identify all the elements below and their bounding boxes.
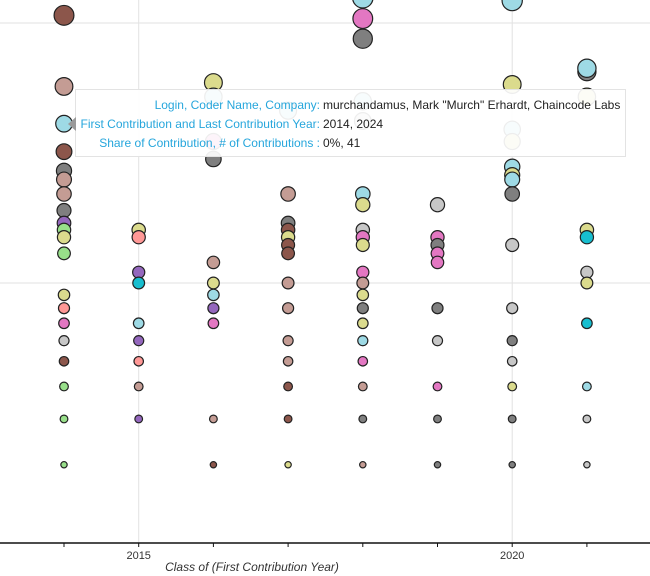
data-point xyxy=(206,255,221,270)
data-point xyxy=(355,197,371,213)
data-point xyxy=(280,186,296,202)
hover-tooltip: Login, Coder Name, Company: murchandamus… xyxy=(68,89,626,157)
data-point xyxy=(431,335,444,347)
tooltip-row-identity: Login, Coder Name, Company: murchandamus… xyxy=(76,96,625,114)
data-point xyxy=(281,246,296,261)
data-point xyxy=(357,335,369,347)
data-point xyxy=(132,265,146,279)
data-point xyxy=(583,460,591,469)
data-point xyxy=(580,276,594,290)
data-point xyxy=(581,317,593,330)
x-tick-label: 2020 xyxy=(500,550,524,562)
data-point xyxy=(508,460,516,469)
data-point xyxy=(57,246,71,261)
data-point xyxy=(209,460,218,469)
data-point xyxy=(282,335,294,347)
data-point xyxy=(53,4,75,26)
tooltip-label: Share of Contribution, # of Contribution… xyxy=(99,136,320,150)
data-point xyxy=(283,414,293,424)
data-point xyxy=(281,276,295,290)
data-point xyxy=(131,230,146,245)
data-point xyxy=(207,288,220,302)
data-point xyxy=(357,381,368,392)
data-point xyxy=(429,197,446,213)
data-point xyxy=(356,265,370,279)
data-point xyxy=(58,335,70,347)
data-point xyxy=(56,202,72,219)
data-point xyxy=(505,237,520,253)
data-point xyxy=(357,355,369,367)
data-point xyxy=(352,8,374,30)
tooltip-label: Login, Coder Name, Company: xyxy=(154,98,320,112)
data-point xyxy=(58,355,70,367)
data-point xyxy=(55,171,73,188)
data-point xyxy=(60,460,68,469)
data-point xyxy=(281,302,295,315)
data-point xyxy=(133,355,145,367)
x-axis-title: Class of (First Contribution Year) xyxy=(165,560,339,574)
data-point xyxy=(580,265,594,279)
data-point xyxy=(57,288,71,302)
data-point xyxy=(430,255,445,270)
tooltip-row-years: First Contribution and Last Contribution… xyxy=(76,115,625,133)
data-point xyxy=(356,302,369,315)
data-point xyxy=(284,460,292,469)
data-point xyxy=(59,381,69,392)
data-point xyxy=(208,414,218,424)
data-point xyxy=(352,28,373,49)
data-point xyxy=(207,302,220,315)
data-point xyxy=(581,381,592,392)
data-point xyxy=(506,302,519,315)
data-point xyxy=(58,317,70,330)
data-point xyxy=(358,414,368,424)
data-point xyxy=(207,317,220,330)
data-point xyxy=(582,414,592,424)
data-point xyxy=(355,237,370,253)
data-point xyxy=(132,276,146,290)
data-point xyxy=(579,230,595,245)
data-point xyxy=(504,186,521,202)
data-point xyxy=(356,317,369,330)
data-point xyxy=(57,302,71,315)
data-point xyxy=(56,186,72,202)
data-point xyxy=(133,381,144,392)
data-points xyxy=(53,0,597,469)
x-tick-label: 2015 xyxy=(126,550,150,562)
data-point xyxy=(433,460,442,469)
data-point xyxy=(356,288,370,302)
data-point xyxy=(352,0,374,9)
tooltip-value: 0%, 41 xyxy=(323,136,361,150)
data-point xyxy=(433,414,442,424)
tooltip-arrow xyxy=(68,117,76,131)
data-point xyxy=(59,414,69,424)
data-point xyxy=(504,171,521,188)
data-point xyxy=(432,381,443,392)
tooltip-value: 2014, 2024 xyxy=(323,117,384,131)
tooltip-row-share: Share of Contribution, # of Contribution… xyxy=(76,134,625,152)
data-point xyxy=(54,77,74,96)
gridlines xyxy=(0,0,650,543)
data-point xyxy=(132,317,145,330)
tooltip-label: First Contribution and Last Contribution… xyxy=(80,117,320,131)
data-point xyxy=(507,381,518,392)
tooltip-value: murchandamus, Mark "Murch" Erhardt, Chai… xyxy=(323,98,621,112)
data-point xyxy=(431,302,444,315)
data-point xyxy=(206,276,220,290)
data-point xyxy=(507,414,517,424)
data-point xyxy=(134,414,144,424)
data-point xyxy=(56,230,72,245)
x-axis: 2015 2020 xyxy=(0,542,650,562)
data-point xyxy=(55,143,73,161)
data-point xyxy=(501,0,523,12)
data-point xyxy=(506,355,518,367)
data-point xyxy=(577,58,597,78)
data-point xyxy=(283,381,294,392)
data-point xyxy=(356,276,370,290)
data-point xyxy=(359,460,367,469)
data-point xyxy=(506,335,518,347)
data-point xyxy=(133,335,145,347)
data-point xyxy=(282,355,294,367)
